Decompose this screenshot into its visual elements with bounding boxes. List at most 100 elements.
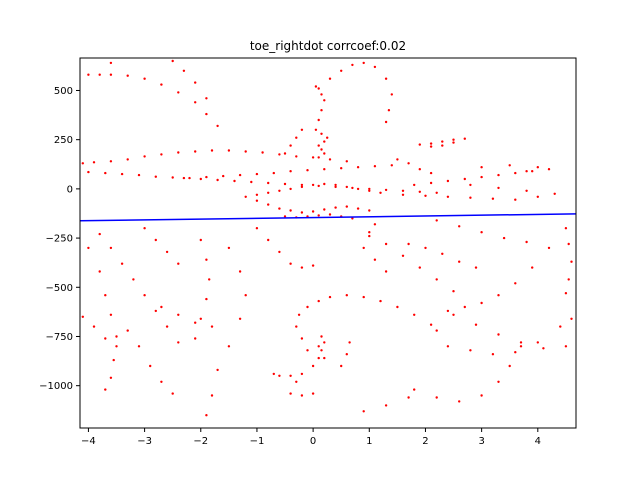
data-point — [311, 264, 315, 267]
data-point — [384, 242, 388, 246]
data-point — [480, 231, 483, 234]
data-point — [255, 227, 259, 230]
data-point — [429, 145, 433, 148]
data-point — [126, 158, 129, 161]
data-point — [267, 191, 270, 194]
data-point — [531, 170, 534, 173]
data-point — [424, 246, 427, 250]
data-point — [508, 364, 511, 368]
data-point — [216, 124, 219, 128]
data-point — [368, 234, 371, 238]
data-point — [306, 349, 309, 352]
data-point — [384, 188, 388, 192]
data-point — [429, 323, 433, 326]
data-point — [401, 193, 405, 196]
data-point — [143, 227, 146, 230]
data-point — [177, 151, 180, 154]
data-point — [435, 219, 438, 222]
data-point — [278, 189, 281, 192]
data-point — [227, 345, 231, 348]
data-point — [300, 128, 304, 131]
data-point — [317, 345, 320, 348]
data-point — [491, 197, 495, 200]
data-point — [267, 203, 270, 206]
data-point — [317, 299, 320, 303]
data-point — [384, 404, 388, 407]
data-point — [267, 181, 270, 185]
data-point — [306, 169, 309, 172]
data-point — [390, 164, 393, 167]
data-point — [334, 206, 337, 209]
data-point — [317, 356, 320, 360]
data-point — [300, 337, 304, 340]
data-point — [373, 165, 377, 168]
data-point — [542, 347, 545, 350]
data-point — [373, 65, 377, 69]
data-point — [362, 410, 365, 413]
data-point — [104, 294, 107, 297]
data-point — [143, 77, 146, 80]
y-tick-label: −1000 — [39, 381, 73, 392]
data-point — [283, 152, 287, 155]
data-point — [480, 175, 483, 179]
data-point — [278, 153, 281, 156]
fit-line — [80, 213, 576, 222]
data-point — [567, 278, 570, 281]
data-point — [311, 183, 315, 187]
y-tick-label: 250 — [54, 135, 73, 146]
data-point — [536, 341, 539, 344]
data-point — [297, 313, 301, 316]
data-point — [441, 144, 444, 147]
data-point — [323, 182, 326, 186]
data-point — [407, 242, 410, 246]
data-point — [413, 313, 416, 316]
data-point — [227, 246, 231, 250]
data-point — [109, 61, 113, 65]
data-point — [160, 153, 163, 156]
data-point — [238, 317, 242, 320]
data-point — [165, 250, 169, 254]
data-point — [222, 174, 225, 178]
data-point — [115, 345, 118, 348]
data-point — [311, 392, 315, 395]
data-point — [497, 380, 500, 383]
data-point — [109, 313, 113, 316]
data-point — [87, 170, 90, 174]
data-point — [362, 295, 365, 299]
data-point — [210, 325, 214, 328]
data-point — [384, 120, 388, 124]
data-point — [418, 168, 421, 171]
data-point — [435, 191, 438, 194]
data-point — [345, 185, 348, 189]
data-point — [182, 176, 186, 180]
data-point — [295, 380, 298, 383]
data-point — [446, 195, 450, 198]
data-point — [525, 170, 528, 173]
data-point — [340, 69, 343, 73]
data-point — [311, 364, 315, 368]
x-tick-label: −3 — [137, 436, 152, 447]
data-point — [109, 160, 113, 163]
data-point — [564, 345, 568, 348]
data-point — [205, 175, 208, 179]
data-point — [323, 140, 326, 143]
data-point — [177, 262, 180, 265]
data-point — [109, 73, 113, 76]
data-point — [137, 345, 141, 348]
data-point — [272, 171, 275, 175]
data-point — [109, 246, 113, 250]
data-point — [435, 329, 438, 332]
data-point — [384, 270, 388, 273]
data-point — [497, 186, 500, 190]
data-point — [126, 74, 129, 77]
data-point — [480, 394, 483, 397]
data-point — [525, 240, 528, 244]
data-point — [323, 341, 326, 344]
data-point — [452, 141, 455, 144]
data-point — [87, 246, 90, 250]
data-point — [334, 183, 337, 187]
data-point — [137, 173, 141, 177]
data-point — [120, 262, 124, 265]
data-point — [300, 372, 304, 376]
